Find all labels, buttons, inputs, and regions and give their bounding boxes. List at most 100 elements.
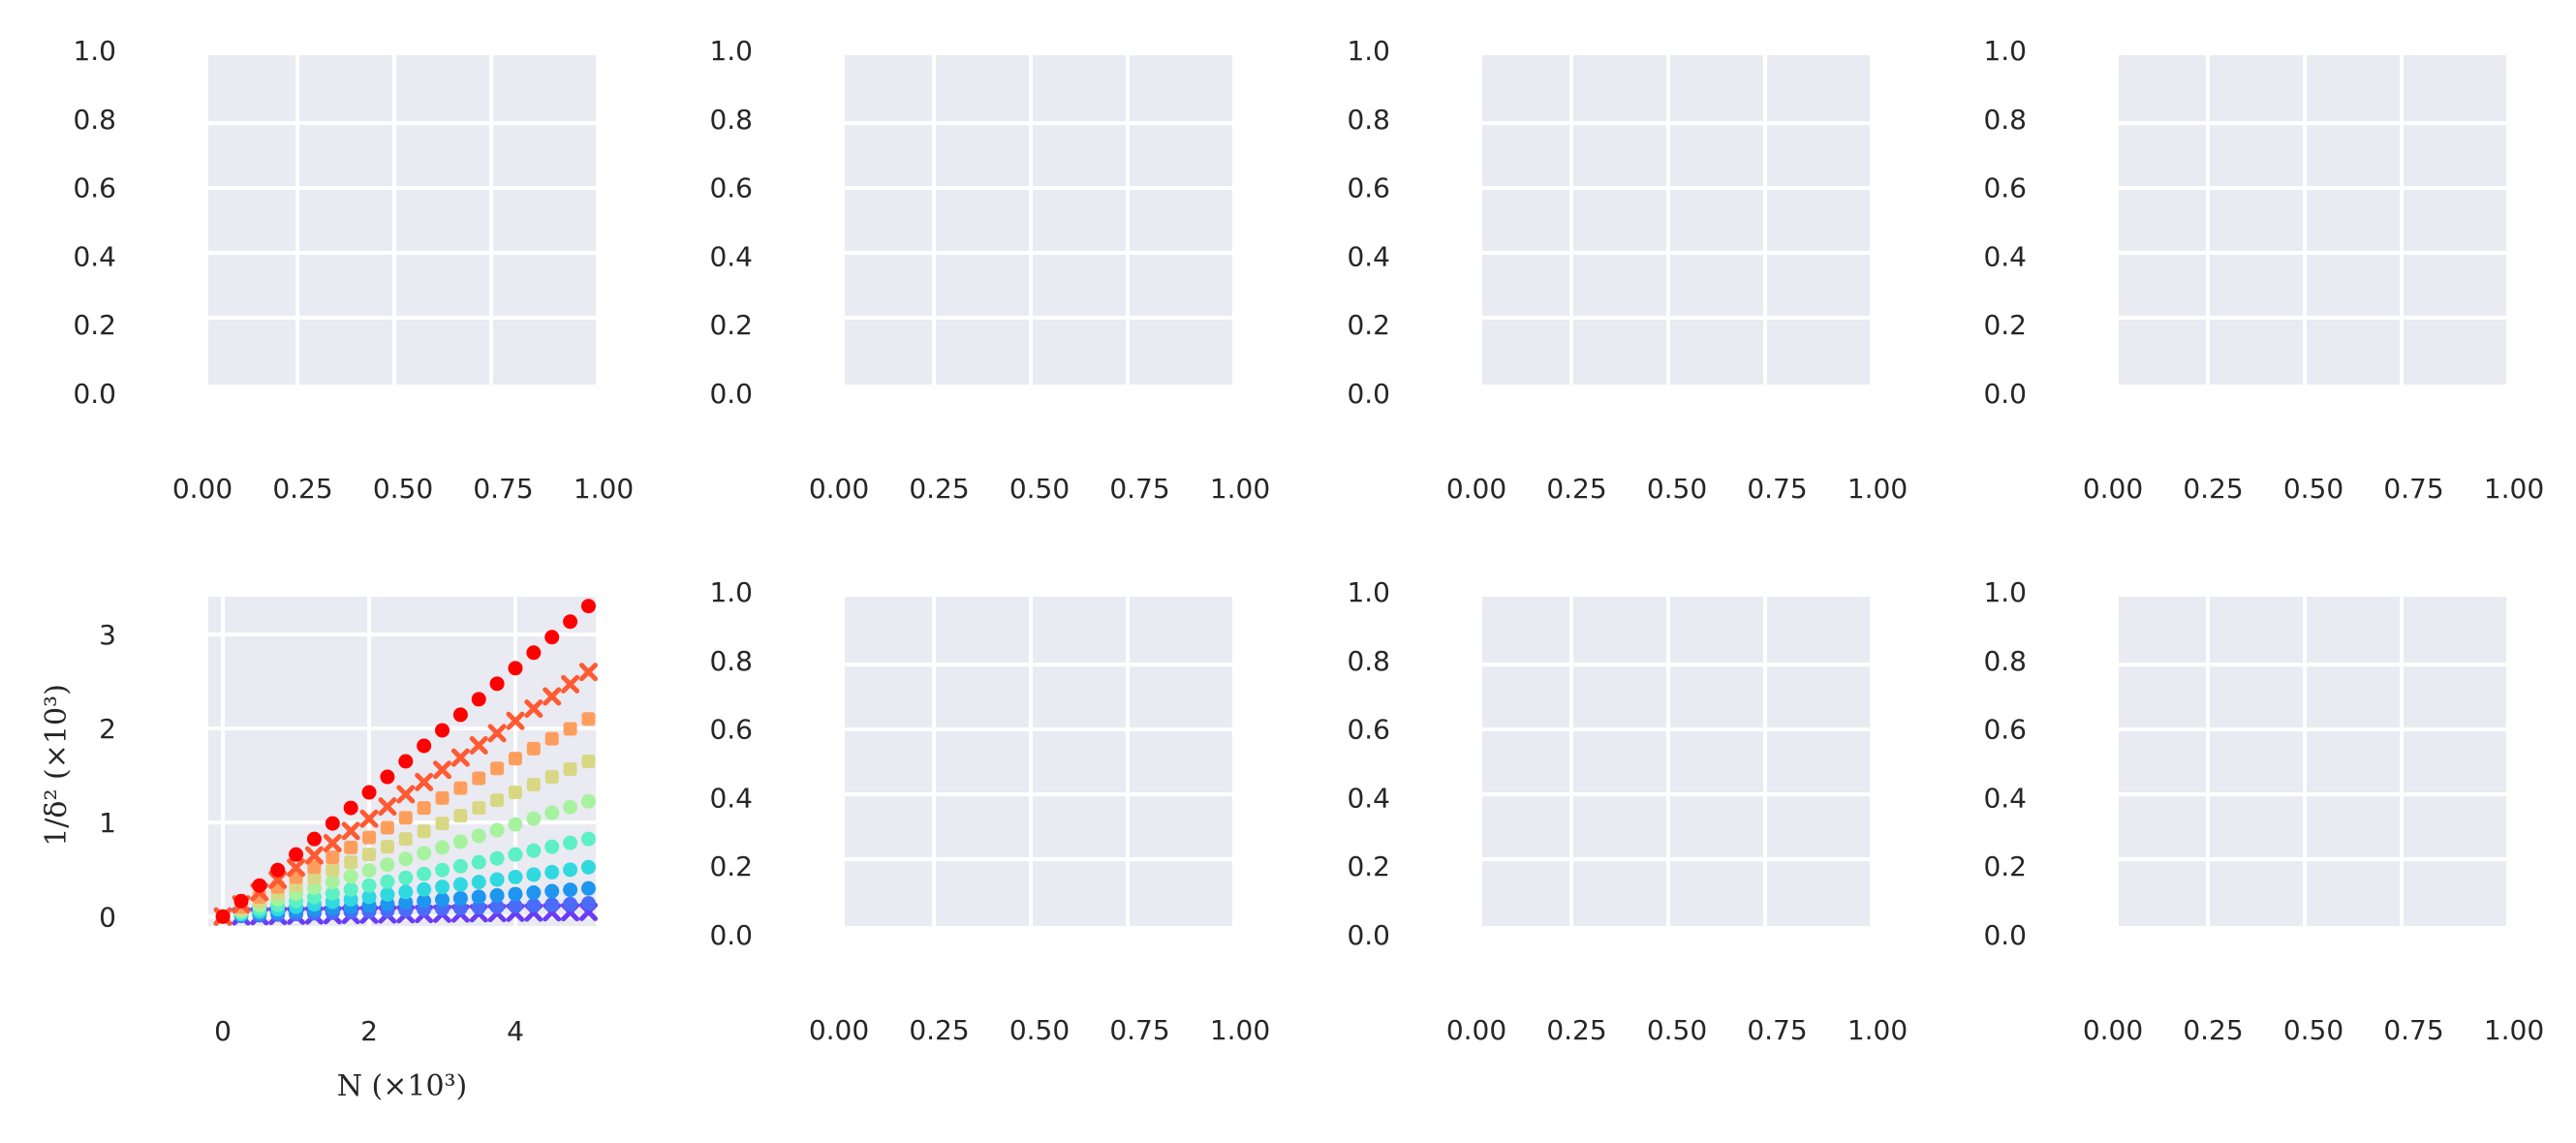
data-point bbox=[526, 867, 542, 882]
x-tick-label: 0.50 bbox=[1647, 1014, 1707, 1046]
data-point bbox=[472, 771, 486, 786]
data-point bbox=[380, 820, 394, 835]
data-point bbox=[452, 834, 468, 850]
data-point bbox=[398, 870, 414, 885]
data-point bbox=[563, 762, 577, 777]
x-tick-label: 0.25 bbox=[272, 473, 332, 505]
data-point bbox=[326, 863, 340, 878]
data-point bbox=[450, 748, 470, 767]
x-tick-label: 0.00 bbox=[1446, 1014, 1506, 1046]
data-point bbox=[325, 875, 340, 890]
y-tick-label: 0.6 bbox=[1983, 714, 2027, 746]
data-point bbox=[452, 890, 468, 906]
data-point bbox=[578, 663, 598, 682]
data-point bbox=[378, 797, 397, 817]
data-point bbox=[435, 880, 450, 895]
data-point bbox=[544, 805, 560, 820]
data-point bbox=[490, 761, 505, 776]
x-tick-label: 0.25 bbox=[909, 1014, 969, 1046]
y-tick-label: 0 bbox=[99, 901, 116, 933]
y-tick-label: 0.8 bbox=[73, 104, 116, 136]
data-point bbox=[361, 863, 377, 879]
series bbox=[216, 712, 596, 924]
data-point bbox=[563, 896, 578, 911]
data-point bbox=[469, 735, 488, 755]
data-point bbox=[452, 877, 468, 892]
data-point bbox=[506, 711, 525, 730]
data-point bbox=[306, 831, 322, 847]
data-point bbox=[471, 875, 486, 890]
data-point bbox=[380, 769, 395, 785]
data-point bbox=[526, 645, 542, 661]
data-point bbox=[544, 864, 560, 880]
data-point bbox=[563, 862, 578, 878]
y-tick-label: 0.6 bbox=[1347, 172, 1390, 204]
plot-area bbox=[845, 55, 1232, 385]
data-point bbox=[380, 886, 395, 902]
data-point bbox=[417, 866, 432, 881]
data-point bbox=[361, 889, 377, 905]
data-point bbox=[289, 847, 304, 862]
data-point bbox=[344, 855, 358, 870]
y-tick-label: 0.2 bbox=[709, 850, 753, 882]
data-point bbox=[380, 857, 395, 873]
subplot-6: 0.0 0.2 0.4 0.6 0.8 1.0 0.00 0.25 0.50 0.75 1.00 bbox=[709, 576, 1270, 1046]
y-tick-label: 1.0 bbox=[709, 576, 753, 608]
data-point bbox=[508, 869, 523, 884]
y-tick-label: 0.4 bbox=[1347, 782, 1390, 814]
x-tick-label: 0.00 bbox=[809, 473, 869, 505]
x-tick-label: 0.50 bbox=[2283, 473, 2343, 505]
data-point bbox=[508, 817, 523, 832]
x-tick-label: 0.75 bbox=[2383, 1014, 2443, 1046]
y-axis-label: 1/δ² (×10³) bbox=[40, 684, 74, 847]
y-tick-label: 0.2 bbox=[73, 309, 116, 341]
plot-area bbox=[1482, 55, 1870, 385]
data-point bbox=[490, 793, 505, 808]
data-point bbox=[526, 778, 541, 792]
x-tick-label: 0.25 bbox=[1546, 473, 1606, 505]
subplot-3: 0.0 0.2 0.4 0.6 0.8 1.0 0.00 0.25 0.50 0.75 1.00 bbox=[1347, 35, 1908, 505]
data-point bbox=[471, 828, 486, 844]
data-point bbox=[544, 770, 559, 785]
data-point bbox=[359, 809, 379, 828]
y-tick-label: 0.2 bbox=[709, 309, 753, 341]
data-point bbox=[489, 887, 505, 903]
data-point bbox=[508, 847, 523, 862]
y-tick-label: 0.2 bbox=[1347, 309, 1390, 341]
x-tick-label: 1.00 bbox=[1210, 1014, 1270, 1046]
data-point bbox=[361, 878, 377, 893]
data-point bbox=[343, 881, 358, 897]
data-point bbox=[489, 872, 505, 887]
y-tick-label: 0.8 bbox=[1347, 645, 1390, 677]
x-tick-label: 0 bbox=[214, 1015, 232, 1047]
x-tick-label: 0.25 bbox=[909, 473, 969, 505]
data-point bbox=[417, 846, 432, 861]
data-point bbox=[341, 821, 360, 841]
y-tick-label: 0.0 bbox=[73, 378, 116, 410]
y-tick-label: 0.8 bbox=[1347, 104, 1390, 136]
data-point bbox=[526, 898, 542, 913]
data-point bbox=[398, 754, 414, 769]
y-tick-label: 0.6 bbox=[709, 172, 753, 204]
x-tick-label: 0.00 bbox=[809, 1014, 869, 1046]
data-point bbox=[307, 871, 322, 885]
x-tick-label: 0.25 bbox=[2183, 1014, 2243, 1046]
y-tick-label: 0.8 bbox=[709, 645, 753, 677]
x-tick-label: 1.00 bbox=[574, 473, 634, 505]
data-point bbox=[563, 882, 578, 898]
y-tick-label: 0.4 bbox=[1983, 782, 2027, 814]
y-tick-label: 1.0 bbox=[1983, 35, 2027, 67]
x-tick-label: 0.75 bbox=[1109, 473, 1169, 505]
data-point bbox=[508, 786, 522, 800]
data-point bbox=[580, 599, 596, 614]
data-point bbox=[435, 862, 450, 878]
data-point bbox=[415, 772, 434, 791]
data-point bbox=[471, 900, 486, 915]
series bbox=[215, 599, 596, 924]
subplot-4: 0.0 0.2 0.4 0.6 0.8 1.0 0.00 0.25 0.50 0.75 1.00 bbox=[1983, 35, 2544, 505]
subplot-8: 0.0 0.2 0.4 0.6 0.8 1.0 0.00 0.25 0.50 0.75 1.00 bbox=[1983, 576, 2544, 1046]
plot-area bbox=[2119, 597, 2506, 926]
data-point bbox=[581, 712, 596, 726]
x-tick-label: 0.50 bbox=[373, 473, 433, 505]
